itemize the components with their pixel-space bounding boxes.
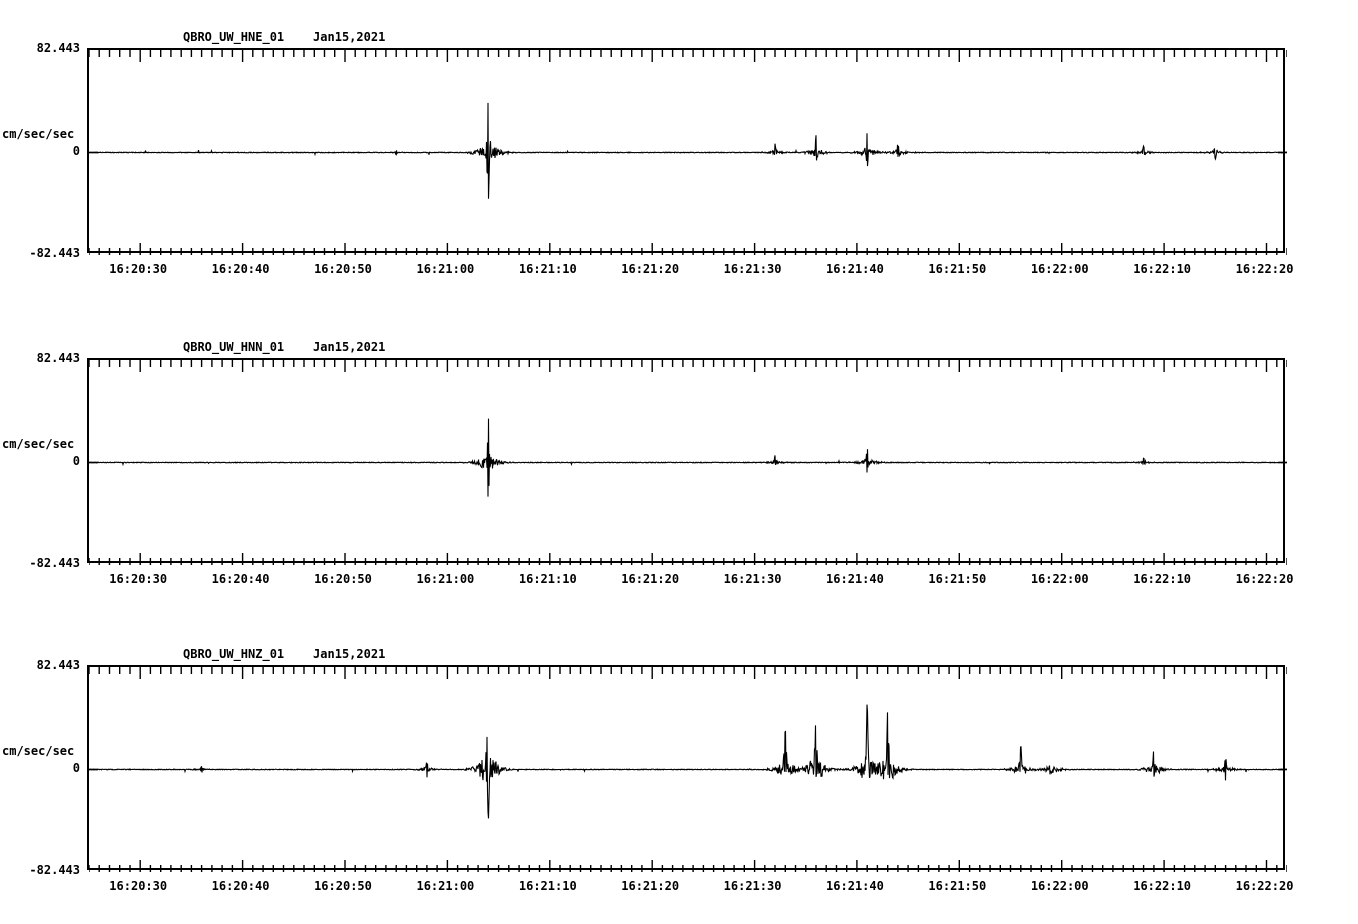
y-axis-max-label-hne: 82.443 bbox=[36, 41, 80, 55]
x-tick-label: 16:20:40 bbox=[211, 879, 270, 893]
y-axis-unit-label-hne: cm/sec/sec bbox=[2, 126, 75, 141]
panel-title-hnz: QBRO_UW_HNZ_01 Jan15,2021 bbox=[183, 647, 386, 661]
waveform-hnz bbox=[89, 667, 1287, 872]
waveform-trace-hnz bbox=[89, 704, 1287, 819]
plot-area-hnz bbox=[87, 665, 1287, 872]
x-tick-label: 16:22:20 bbox=[1235, 572, 1294, 586]
panel-title-hnn: QBRO_UW_HNN_01 Jan15,2021 bbox=[183, 340, 386, 354]
waveform-trace-hne bbox=[89, 102, 1287, 199]
axis-ticks-hne bbox=[89, 50, 1287, 255]
y-axis-zero-label-hne: 0 bbox=[72, 143, 80, 158]
plot-area-hne bbox=[87, 48, 1287, 255]
x-tick-label: 16:20:30 bbox=[109, 262, 168, 276]
x-tick-label: 16:21:00 bbox=[416, 262, 475, 276]
x-tick-label: 16:21:30 bbox=[723, 262, 782, 276]
x-tick-label: 16:21:40 bbox=[826, 572, 884, 586]
y-axis-min-label-hnn: -82.443 bbox=[29, 556, 80, 570]
panel-title-hne: QBRO_UW_HNE_01 Jan15,2021 bbox=[183, 30, 386, 44]
x-tick-label: 16:21:30 bbox=[723, 572, 782, 586]
y-axis-max-label-hnz: 82.443 bbox=[36, 658, 80, 672]
waveform-hnn bbox=[89, 360, 1287, 565]
waveform-trace-hnn bbox=[89, 418, 1287, 497]
x-tick-label: 16:22:00 bbox=[1030, 879, 1089, 893]
plot-area-hnn bbox=[87, 358, 1287, 565]
x-tick-label: 16:21:10 bbox=[518, 572, 577, 586]
x-tick-label: 16:21:40 bbox=[826, 262, 884, 276]
x-axis-labels-hne: 16:20:30 16:20:40 16:20:50 16:21:00 16:21:10… bbox=[0, 263, 1358, 279]
x-tick-label: 16:21:40 bbox=[826, 879, 884, 893]
x-tick-label: 16:21:10 bbox=[518, 262, 577, 276]
x-tick-label: 16:20:50 bbox=[314, 879, 372, 893]
x-axis-labels-hnz: 16:20:30 16:20:40 16:20:50 16:21:00 16:21:10… bbox=[0, 880, 1358, 896]
x-tick-label: 16:21:00 bbox=[416, 879, 475, 893]
y-axis-min-label-hnz: -82.443 bbox=[29, 863, 80, 877]
x-tick-label: 16:20:30 bbox=[109, 879, 168, 893]
x-tick-label: 16:22:20 bbox=[1235, 262, 1294, 276]
y-axis-unit-label-hnn: cm/sec/sec bbox=[2, 436, 75, 451]
x-axis-labels-hnn: 16:20:30 16:20:40 16:20:50 16:21:00 16:21:10… bbox=[0, 573, 1358, 589]
x-tick-label: 16:21:10 bbox=[518, 879, 577, 893]
x-tick-label: 16:22:20 bbox=[1235, 879, 1294, 893]
x-tick-label: 16:21:20 bbox=[621, 262, 680, 276]
y-axis-min-label-hne: -82.443 bbox=[29, 246, 80, 260]
x-tick-label: 16:20:40 bbox=[211, 262, 270, 276]
x-tick-label: 16:21:50 bbox=[928, 879, 987, 893]
y-axis-zero-label-hnn: 0 bbox=[72, 453, 80, 468]
x-tick-label: 16:21:00 bbox=[416, 572, 475, 586]
y-axis-zero-label-hnz: 0 bbox=[72, 760, 80, 775]
axis-ticks-hnz bbox=[89, 667, 1287, 872]
x-tick-label: 16:22:10 bbox=[1133, 262, 1192, 276]
axis-ticks-hnn bbox=[89, 360, 1287, 565]
y-axis-max-label-hnn: 82.443 bbox=[36, 351, 80, 365]
x-tick-label: 16:22:10 bbox=[1133, 572, 1192, 586]
x-tick-label: 16:20:50 bbox=[314, 262, 372, 276]
waveform-hne bbox=[89, 50, 1287, 255]
x-tick-label: 16:20:40 bbox=[211, 572, 270, 586]
x-tick-label: 16:21:30 bbox=[723, 879, 782, 893]
x-tick-label: 16:22:00 bbox=[1030, 572, 1089, 586]
y-axis-unit-label-hnz: cm/sec/sec bbox=[2, 743, 75, 758]
x-tick-label: 16:20:50 bbox=[314, 572, 372, 586]
x-tick-label: 16:21:50 bbox=[928, 572, 987, 586]
x-tick-label: 16:21:50 bbox=[928, 262, 987, 276]
x-tick-label: 16:20:30 bbox=[109, 572, 168, 586]
x-tick-label: 16:21:20 bbox=[621, 572, 680, 586]
x-tick-label: 16:22:10 bbox=[1133, 879, 1192, 893]
x-tick-label: 16:21:20 bbox=[621, 879, 680, 893]
x-tick-label: 16:22:00 bbox=[1030, 262, 1089, 276]
